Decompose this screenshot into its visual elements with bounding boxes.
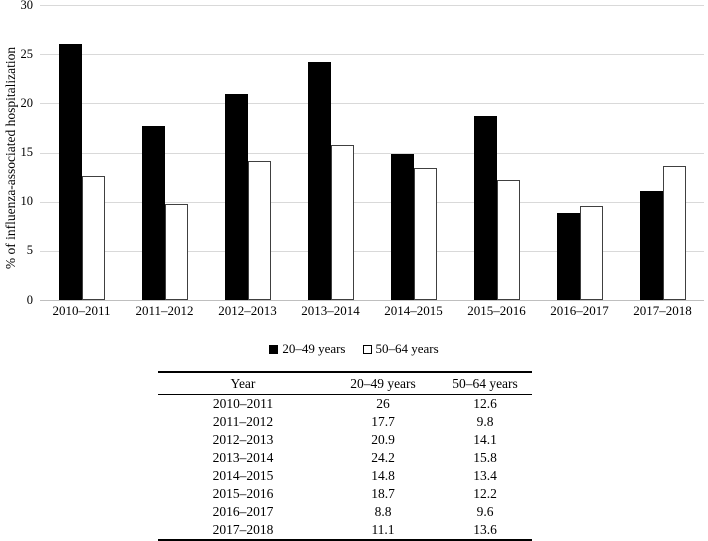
bar-group-2014–2015 bbox=[372, 5, 455, 300]
y-tick-label-25: 25 bbox=[20, 46, 34, 61]
legend-item: 50–64 years bbox=[362, 341, 439, 357]
table-row: 2014–2015 14.8 13.4 bbox=[158, 467, 532, 485]
table-cell: 9.6 bbox=[476, 504, 494, 519]
data-table: Year 20–49 years 50–64 years 2010–2011 26 12… bbox=[158, 371, 532, 541]
bar-20-49-years bbox=[639, 190, 663, 300]
bar-group-2013–2014 bbox=[289, 5, 372, 300]
table-cell: 2011–2012 bbox=[212, 414, 274, 429]
white-square-icon bbox=[362, 344, 372, 354]
bar-50-64-years bbox=[579, 205, 603, 300]
table-cell: 24.2 bbox=[371, 450, 395, 465]
bar-20-49-years bbox=[473, 116, 497, 300]
table-cell: 2015–2016 bbox=[212, 486, 274, 501]
legend-label: 50–64 years bbox=[375, 341, 439, 356]
bar-20-49-years bbox=[141, 125, 165, 300]
table-cell: 2012–2013 bbox=[212, 432, 274, 447]
gridline-30 bbox=[40, 5, 704, 6]
bar-20-49-years bbox=[556, 213, 580, 300]
bar-50-64-years bbox=[164, 203, 188, 300]
table-cell: 12.6 bbox=[473, 396, 497, 411]
table-cell: 17.7 bbox=[371, 414, 395, 429]
plot-area bbox=[40, 5, 704, 301]
table-cell: 20.9 bbox=[371, 432, 395, 447]
table-body: 2010–2011 26 12.6 2011–2012 17.7 9.8 2012–2013… bbox=[158, 395, 532, 540]
table-cell: 2017–2018 bbox=[212, 522, 274, 537]
table-cell: 12.2 bbox=[473, 486, 497, 501]
table-cell: 13.4 bbox=[473, 468, 497, 483]
y-axis-tick-labels: 0 5 10 15 20 25 30 bbox=[0, 0, 34, 307]
bar-group-2017–2018 bbox=[621, 5, 704, 300]
y-tick-label-0: 0 bbox=[26, 292, 33, 307]
legend-item: 20–49 years bbox=[269, 341, 346, 357]
y-tick-label-10: 10 bbox=[20, 194, 34, 209]
bar-20-49-years bbox=[307, 62, 331, 300]
bar-group-2016–2017 bbox=[538, 5, 621, 300]
table-cell: 26 bbox=[376, 396, 390, 411]
table-row: 2011–2012 17.7 9.8 bbox=[158, 413, 532, 431]
x-tick-label: 2015–2016 bbox=[467, 303, 526, 318]
bar-chart: % of influenza-associated hospitalizatio… bbox=[0, 0, 704, 319]
bar-50-64-years bbox=[496, 180, 520, 300]
table-cell: 2013–2014 bbox=[212, 450, 274, 465]
table-header-cell: 20–49 years bbox=[350, 375, 416, 391]
table-row: 2013–2014 24.2 15.8 bbox=[158, 449, 532, 467]
bar-groups bbox=[40, 5, 704, 300]
bar-group-2010–2011 bbox=[40, 5, 123, 300]
table-row: 2012–2013 20.9 14.1 bbox=[158, 431, 532, 449]
bar-50-64-years bbox=[330, 144, 354, 300]
x-axis-tick-labels: 2010–2011 2011–2012 2012–2013 2013–2014 2014… bbox=[40, 303, 704, 319]
bar-50-64-years bbox=[413, 168, 437, 300]
x-tick-label: 2017–2018 bbox=[633, 303, 692, 318]
bar-50-64-years bbox=[81, 176, 105, 300]
x-tick-label: 2012–2013 bbox=[218, 303, 277, 318]
x-tick-label: 2016–2017 bbox=[550, 303, 609, 318]
black-square-icon bbox=[269, 344, 279, 354]
gridline-20 bbox=[40, 103, 704, 105]
bar-50-64-years bbox=[247, 161, 271, 300]
gridline-25 bbox=[40, 54, 704, 56]
gridline-5 bbox=[40, 250, 704, 252]
x-axis-line bbox=[40, 300, 704, 301]
y-tick-label-20: 20 bbox=[20, 95, 34, 110]
table-cell: 2014–2015 bbox=[212, 468, 274, 483]
y-tick-label-15: 15 bbox=[20, 145, 34, 159]
bar-20-49-years bbox=[58, 44, 82, 300]
legend: 20–49 years 50–64 years bbox=[0, 341, 708, 357]
table-cell: 11.1 bbox=[371, 522, 395, 537]
table-header-cell: Year bbox=[230, 375, 256, 391]
bar-group-2015–2016 bbox=[455, 5, 538, 300]
gridline-15 bbox=[40, 152, 704, 154]
table-row: 2016–2017 8.8 9.6 bbox=[158, 503, 532, 521]
bar-20-49-years bbox=[224, 94, 248, 300]
x-tick-label: 2014–2015 bbox=[384, 303, 443, 318]
table-row: 2017–2018 11.1 13.6 bbox=[158, 521, 532, 540]
y-tick-label-5: 5 bbox=[26, 243, 33, 258]
bar-group-2011–2012 bbox=[123, 5, 206, 300]
table-cell: 14.8 bbox=[371, 468, 395, 483]
table-cell: 9.8 bbox=[476, 414, 494, 429]
table-cell: 15.8 bbox=[473, 450, 497, 465]
table-cell: 18.7 bbox=[371, 486, 395, 501]
table-header: Year 20–49 years 50–64 years bbox=[158, 372, 532, 395]
table-cell: 14.1 bbox=[473, 432, 497, 447]
table-row: 2010–2011 26 12.6 bbox=[158, 395, 532, 414]
table-header-cell: 50–64 years bbox=[452, 375, 518, 391]
x-tick-label: 2013–2014 bbox=[301, 303, 360, 318]
x-tick-label: 2011–2012 bbox=[135, 303, 194, 318]
table-cell: 8.8 bbox=[374, 504, 392, 519]
bar-group-2012–2013 bbox=[206, 5, 289, 300]
x-tick-label: 2010–2011 bbox=[52, 303, 111, 318]
legend-label: 20–49 years bbox=[282, 341, 346, 356]
gridline-10 bbox=[40, 201, 704, 203]
table-cell: 2010–2011 bbox=[212, 396, 274, 411]
table-cell: 13.6 bbox=[473, 522, 497, 537]
table-row: 2015–2016 18.7 12.2 bbox=[158, 485, 532, 503]
bar-50-64-years bbox=[662, 166, 686, 300]
table-cell: 2016–2017 bbox=[212, 504, 274, 519]
y-tick-label-30: 30 bbox=[20, 0, 34, 12]
bar-20-49-years bbox=[390, 154, 414, 300]
